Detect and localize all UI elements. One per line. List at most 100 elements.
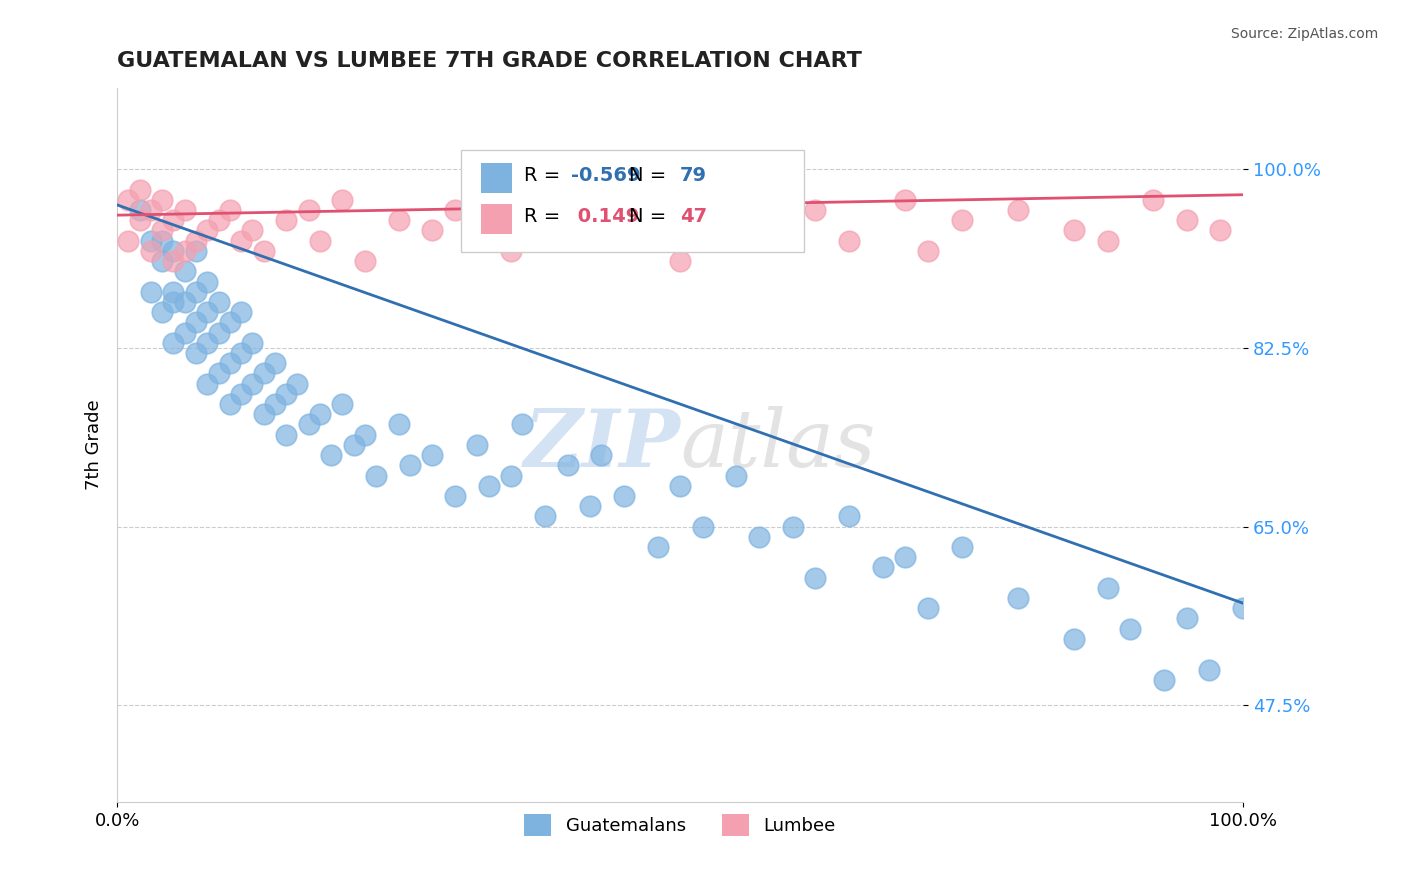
Point: [207, 213, 229, 227]
Point: [128, 183, 150, 197]
Point: [692, 519, 714, 533]
Point: [229, 305, 252, 319]
Point: [297, 417, 319, 432]
Point: [274, 387, 297, 401]
Point: [308, 234, 330, 248]
Point: [117, 234, 139, 248]
Point: [162, 213, 184, 227]
Point: [252, 367, 274, 381]
Point: [218, 202, 240, 217]
Point: [1063, 632, 1085, 646]
Point: [229, 346, 252, 360]
Text: ZIP: ZIP: [523, 406, 681, 483]
Point: [917, 244, 939, 258]
Point: [501, 468, 523, 483]
Point: [917, 601, 939, 615]
Point: [838, 509, 860, 524]
Point: [162, 244, 184, 258]
Point: [218, 397, 240, 411]
Point: [579, 499, 602, 513]
Point: [1119, 622, 1142, 636]
Point: [218, 315, 240, 329]
Point: [195, 275, 218, 289]
Text: 79: 79: [681, 166, 707, 185]
Text: 0.149: 0.149: [571, 207, 640, 227]
Text: R =: R =: [523, 207, 567, 227]
Point: [319, 448, 342, 462]
Point: [804, 571, 827, 585]
Point: [128, 202, 150, 217]
Text: R =: R =: [523, 166, 567, 185]
Point: [388, 213, 411, 227]
Point: [950, 540, 973, 554]
Point: [240, 376, 263, 391]
Point: [342, 438, 364, 452]
Point: [150, 223, 173, 237]
Point: [613, 234, 636, 248]
Point: [240, 335, 263, 350]
Point: [139, 202, 162, 217]
Point: [422, 448, 444, 462]
Point: [422, 223, 444, 237]
Point: [274, 213, 297, 227]
Point: [1175, 213, 1198, 227]
Point: [184, 315, 207, 329]
Point: [591, 448, 613, 462]
Point: [150, 234, 173, 248]
Point: [399, 458, 422, 473]
Point: [1007, 202, 1029, 217]
Point: [150, 193, 173, 207]
Point: [285, 376, 308, 391]
Point: [1063, 223, 1085, 237]
Point: [748, 530, 770, 544]
Point: [804, 202, 827, 217]
Bar: [481, 204, 512, 234]
Point: [950, 213, 973, 227]
Point: [725, 468, 748, 483]
Point: [229, 234, 252, 248]
Point: [782, 519, 804, 533]
Text: GUATEMALAN VS LUMBEE 7TH GRADE CORRELATION CHART: GUATEMALAN VS LUMBEE 7TH GRADE CORRELATI…: [117, 51, 862, 70]
Point: [1153, 673, 1175, 687]
Point: [207, 367, 229, 381]
Point: [366, 468, 388, 483]
Point: [162, 335, 184, 350]
Point: [330, 193, 353, 207]
Point: [557, 458, 579, 473]
Point: [184, 234, 207, 248]
Point: [297, 202, 319, 217]
Point: [207, 326, 229, 340]
Point: [1232, 601, 1254, 615]
Point: [308, 407, 330, 421]
Point: [195, 305, 218, 319]
Point: [1097, 234, 1119, 248]
Point: [173, 326, 195, 340]
Point: [1007, 591, 1029, 605]
Bar: [481, 162, 512, 193]
Point: [478, 479, 501, 493]
Point: [1097, 581, 1119, 595]
Point: [534, 213, 557, 227]
Point: [150, 305, 173, 319]
Text: 47: 47: [681, 207, 707, 227]
Point: [252, 244, 274, 258]
Point: [252, 407, 274, 421]
Point: [1198, 663, 1220, 677]
Point: [162, 285, 184, 299]
Point: [173, 294, 195, 309]
Point: [591, 223, 613, 237]
Point: [647, 193, 669, 207]
Point: [534, 509, 557, 524]
Point: [162, 294, 184, 309]
Point: [162, 254, 184, 268]
Point: [184, 285, 207, 299]
Point: [184, 346, 207, 360]
Point: [173, 202, 195, 217]
Point: [274, 427, 297, 442]
Point: [150, 254, 173, 268]
Point: [139, 285, 162, 299]
Point: [128, 213, 150, 227]
Point: [173, 264, 195, 278]
Legend: Guatemalans, Lumbee: Guatemalans, Lumbee: [517, 806, 844, 843]
Point: [872, 560, 894, 574]
